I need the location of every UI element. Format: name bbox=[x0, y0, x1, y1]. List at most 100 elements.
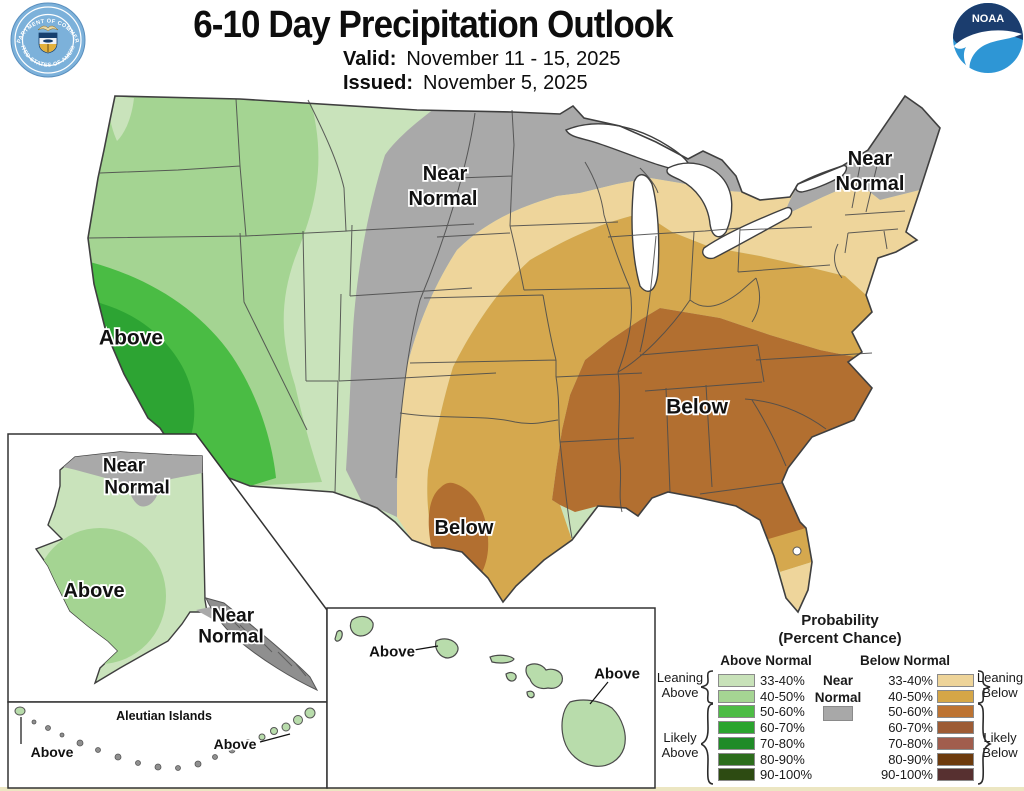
legend-below-range: 33-40% bbox=[888, 673, 933, 688]
conus-label-below-southeast: Below bbox=[666, 396, 729, 419]
bottom-strip bbox=[0, 787, 1024, 791]
legend-above-range: 80-90% bbox=[760, 751, 805, 767]
aleutian-label-above-left: Above bbox=[31, 744, 74, 760]
legend-leaning-above-1: Leaning bbox=[656, 670, 704, 685]
california-green-60-70-region bbox=[96, 302, 195, 452]
lake-huron bbox=[666, 162, 733, 238]
noaa-logo: NOAA bbox=[953, 3, 1023, 73]
legend-above-range: 90-100% bbox=[760, 767, 813, 783]
island-niihau bbox=[334, 630, 343, 642]
legend-below-swatch bbox=[937, 689, 974, 703]
aleutian-title: Aleutian Islands bbox=[116, 709, 212, 723]
southeast-brown-50-60-region bbox=[552, 308, 872, 545]
legend-below-range: 70-80% bbox=[888, 735, 933, 751]
island-molokai bbox=[489, 654, 515, 664]
legend-above-swatch bbox=[718, 674, 755, 687]
island-lanai bbox=[505, 672, 517, 682]
valid-label: Valid: bbox=[343, 48, 397, 70]
alaska-north-near-normal-region bbox=[50, 452, 207, 507]
legend-above-header: Above Normal bbox=[720, 653, 812, 668]
page-title: 6-10 Day Precipitation Outlook bbox=[193, 4, 673, 46]
aleutian-islands-chain bbox=[31, 719, 251, 771]
tan-40-50-region bbox=[427, 213, 872, 602]
hawaii-inset: Above Above bbox=[326, 607, 656, 789]
plains-near-normal-region bbox=[346, 100, 742, 517]
legend-below-range: 60-70% bbox=[888, 720, 933, 736]
aleutian-inset-box bbox=[7, 701, 328, 789]
hawaii-label-above-big-island: Above bbox=[594, 666, 640, 683]
lake-michigan bbox=[631, 174, 660, 292]
legend-below-swatch bbox=[937, 705, 974, 719]
legend-below-swatch bbox=[937, 752, 974, 766]
legend-below-swatch bbox=[937, 736, 974, 750]
issued-line: Issued: November 5, 2025 bbox=[343, 72, 588, 95]
probability-legend: Probability (Percent Chance) Above Norma… bbox=[656, 606, 1024, 791]
conus-label-near-northeast-1: Near bbox=[848, 148, 893, 170]
conus-outline bbox=[87, 94, 941, 614]
conus-label-near-plains-1: Near bbox=[423, 163, 468, 185]
conus-label-near-plains-2: Normal bbox=[409, 188, 478, 210]
legend-likely-above-2: Above bbox=[661, 745, 699, 760]
likely-below-brace-icon bbox=[978, 703, 992, 785]
leaning-below-brace-icon bbox=[978, 670, 991, 704]
hawaii-pointer-oahu bbox=[413, 645, 439, 651]
leaning-above-brace-icon bbox=[701, 670, 714, 704]
legend-near-normal-2: Normal bbox=[814, 690, 862, 705]
legend-leaning-above-2: Above bbox=[661, 685, 699, 700]
legend-above-swatch bbox=[718, 721, 755, 735]
legend-below-range: 80-90% bbox=[888, 751, 933, 767]
alaska-label-near-north-2: Normal bbox=[104, 478, 169, 499]
legend-above-swatch bbox=[718, 736, 755, 750]
island-kauai bbox=[349, 615, 374, 637]
alaska-inset: Near Normal Above Near Normal bbox=[7, 433, 328, 703]
conus-label-below-texas: Below bbox=[435, 517, 494, 539]
state-borders bbox=[87, 98, 906, 539]
commerce-seal: DEPARTMENT OF COMMERCE UNITED STATES OF … bbox=[10, 2, 86, 78]
conus-map: Above Near Normal Near Normal Below Belo… bbox=[87, 94, 941, 614]
island-big-island bbox=[561, 699, 626, 767]
noaa-gull-icon bbox=[954, 30, 1022, 72]
legend-title-1: Probability bbox=[801, 612, 879, 629]
valid-line: Valid: November 11 - 15, 2025 bbox=[343, 48, 621, 71]
great-lakes bbox=[565, 123, 848, 292]
legend-above-swatch bbox=[718, 752, 755, 766]
legend-likely-below-1: Likely bbox=[983, 730, 1017, 745]
issued-value: November 5, 2025 bbox=[423, 72, 588, 94]
alaska-panhandle-texture bbox=[229, 617, 307, 677]
legend-likely-below-2: Below bbox=[982, 745, 1018, 760]
aleutian-inset: Aleutian Islands Above Above bbox=[7, 701, 328, 789]
alaska-label-near-southeast-2: Normal bbox=[198, 627, 263, 648]
aleutian-islands-green bbox=[14, 706, 316, 741]
noaa-logo-text: NOAA bbox=[972, 13, 1004, 25]
legend-leaning-below-1: Leaning bbox=[976, 670, 1024, 685]
legend-likely-above-1: Likely bbox=[663, 730, 697, 745]
alaska-panhandle-terrain bbox=[205, 597, 319, 692]
valid-value: November 11 - 15, 2025 bbox=[406, 48, 621, 70]
legend-below-range: 90-100% bbox=[880, 767, 933, 783]
legend-above-range: 50-60% bbox=[760, 704, 805, 720]
puget-green-33-40-patch bbox=[108, 96, 134, 141]
commerce-seal-eagle-icon bbox=[37, 25, 59, 32]
tan-33-40-band-region bbox=[397, 178, 920, 548]
legend-below-swatch bbox=[937, 721, 974, 735]
florida-tan-40-50-region bbox=[748, 528, 812, 572]
hawaii-label-above-oahu: Above bbox=[369, 644, 415, 661]
legend-below-range: 50-60% bbox=[888, 704, 933, 720]
likely-above-brace-icon bbox=[701, 703, 714, 785]
alaska-label-above: Above bbox=[63, 580, 124, 602]
alaska-label-near-southeast-1: Near bbox=[212, 606, 255, 627]
legend-below-swatch bbox=[937, 768, 974, 782]
hawaii-pointer-big-island bbox=[589, 681, 609, 705]
island-oahu bbox=[435, 638, 459, 659]
legend-below-range: 40-50% bbox=[888, 688, 933, 704]
aleutian-label-above-right: Above bbox=[214, 736, 257, 752]
legend-below-header: Below Normal bbox=[859, 653, 951, 668]
legend-title-2: (Percent Chance) bbox=[778, 630, 902, 647]
legend-leaning-below-2: Below bbox=[982, 685, 1018, 700]
legend-above-range: 40-50% bbox=[760, 688, 805, 704]
lake-okeechobee bbox=[792, 546, 802, 556]
legend-above-range: 70-80% bbox=[760, 735, 805, 751]
island-kahoolawe bbox=[526, 690, 535, 699]
